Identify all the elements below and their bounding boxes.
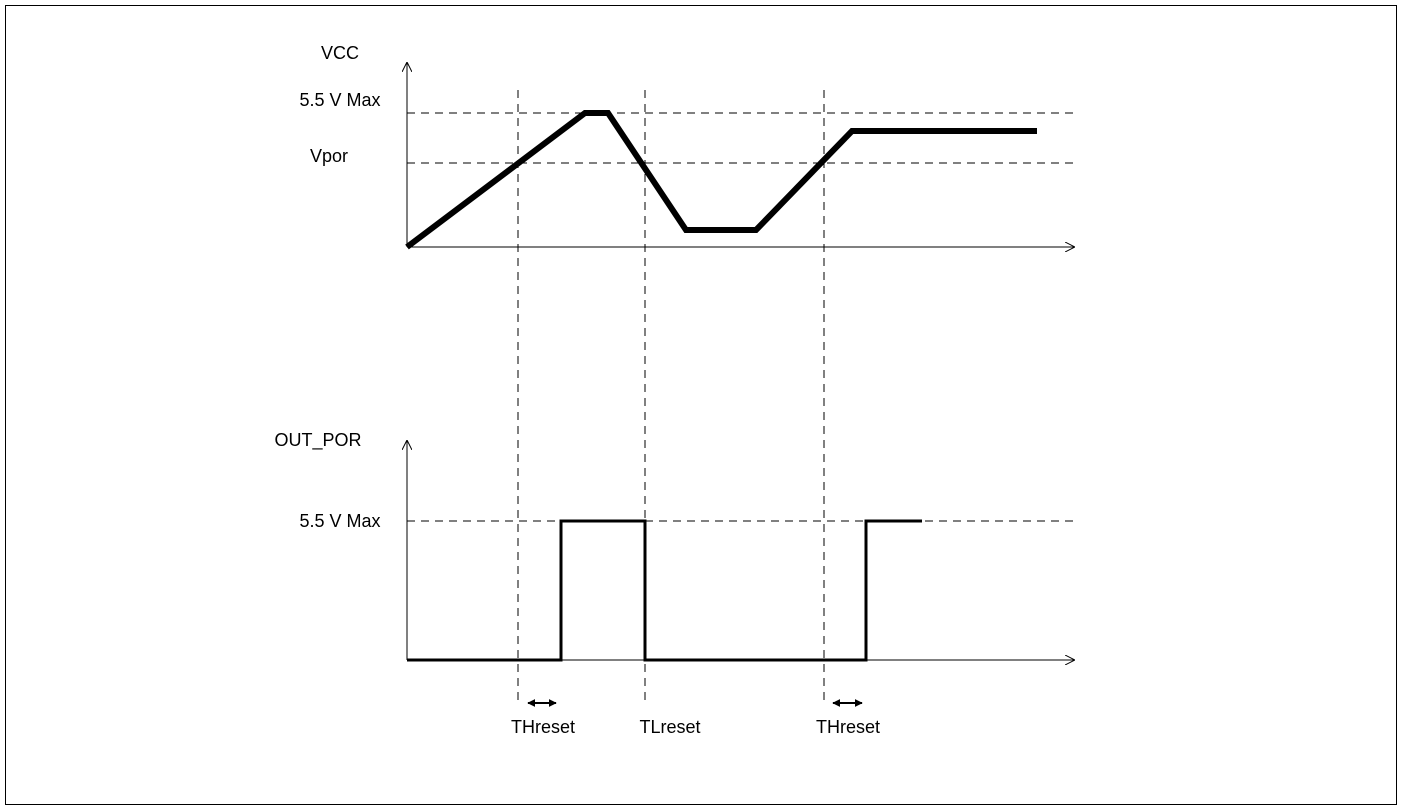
threset-label-2: THreset: [816, 717, 880, 737]
tlreset-label: TLreset: [639, 717, 700, 737]
out-max-label: 5.5 V Max: [299, 511, 380, 531]
timing-diagram: VCC 5.5 V Max Vpor OUT_POR 5.5 V Max THr…: [274, 43, 1075, 737]
out-por-waveform: [407, 519, 922, 662]
threset-label-1: THreset: [511, 717, 575, 737]
vpor-label: Vpor: [310, 146, 348, 166]
vcc-max-label: 5.5 V Max: [299, 90, 380, 110]
out-axis-label: OUT_POR: [274, 430, 361, 451]
vcc-axis-label: VCC: [321, 43, 359, 63]
vcc-waveform: [405, 110, 1037, 250]
